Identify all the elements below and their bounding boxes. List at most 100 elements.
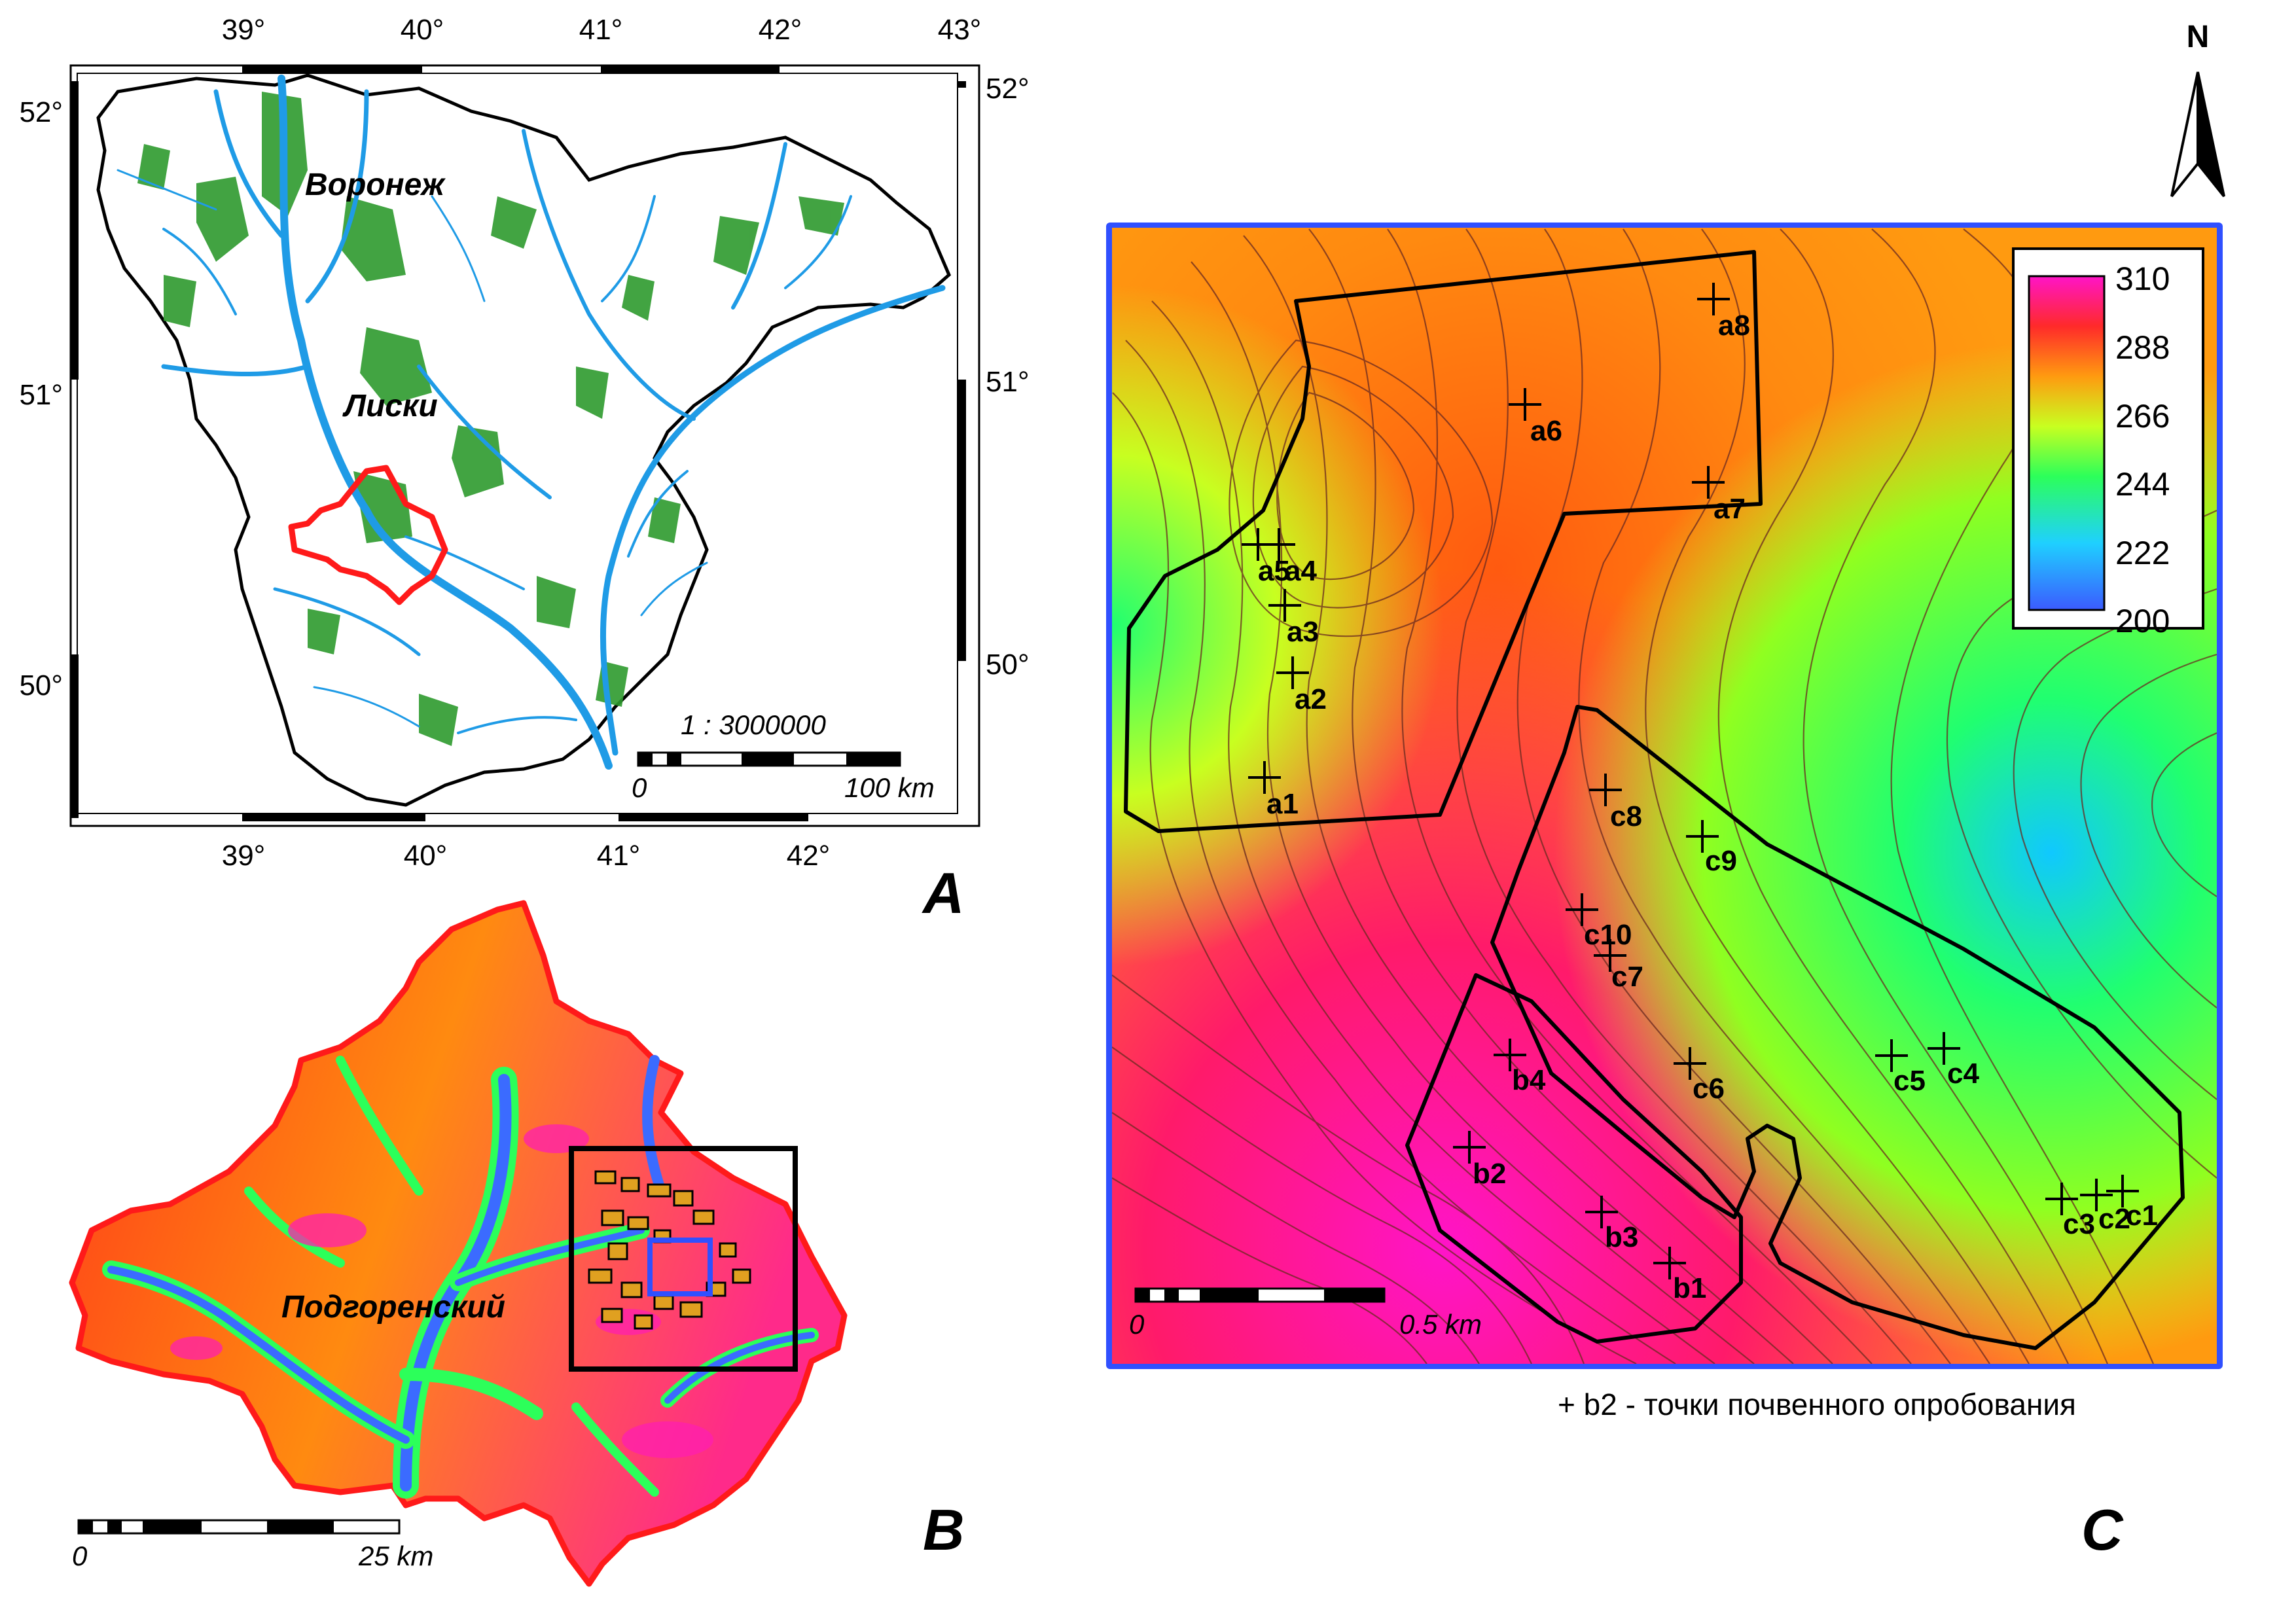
point-label-a6: a6 [1530,415,1562,447]
sample-point-b3 [1585,1196,1618,1228]
sample-point-c1 [2106,1175,2139,1207]
point-label-c6: c6 [1693,1073,1725,1105]
point-label-c2: c2 [2098,1203,2130,1235]
scale-b-start: 0 [72,1541,88,1571]
point-label-c4: c4 [1947,1058,1979,1090]
north-arrow-icon [2170,71,2225,198]
lat-tick-right-50: 50° [986,649,1030,681]
sample-point-a4 [1263,528,1295,561]
legend-value-244: 244 [2115,466,2170,503]
point-label-a5: a5 [1258,555,1290,587]
scale-c-start: 0 [1129,1309,1145,1340]
point-label-c3: c3 [2063,1208,2095,1240]
field-boundaries [1124,250,2185,1350]
point-label-a8: a8 [1718,310,1750,342]
sample-point-a8 [1697,283,1730,315]
voronezh-region-map [96,73,952,807]
point-label-b3: b3 [1605,1221,1638,1253]
legend-value-310: 310 [2115,260,2170,297]
detail-box-large [569,1146,798,1372]
lon-tick-bottom-40: 40° [404,840,448,872]
sample-point-a1 [1248,761,1281,794]
panel-label-b: B [923,1497,965,1562]
scale-bar-c [1134,1287,1386,1303]
panel-a: 39° 40° 41° 42° 43° 39° 40° 41° 42° 52° … [19,14,1029,925]
lon-tick-top-41: 41° [579,14,623,46]
lat-tick-right-52: 52° [986,73,1030,105]
lat-tick-left-52: 52° [19,96,63,128]
sample-point-c9 [1686,820,1719,853]
point-label-b1: b1 [1673,1272,1706,1304]
sample-point-c5 [1875,1039,1908,1072]
lon-tick-top-39: 39° [222,14,266,46]
sample-point-c10 [1566,893,1598,926]
study-area-outline [288,465,448,605]
lon-tick-bottom-41: 41° [597,840,641,872]
lon-tick-bottom-39: 39° [222,840,266,872]
panel-b: Подгоренский 0 25 km B [69,900,965,1587]
sample-point-a2 [1276,656,1309,689]
sample-point-c3 [2045,1183,2078,1215]
sample-point-c6 [1674,1047,1706,1080]
field-a-boundary [1124,250,1763,833]
north-label: N [2187,20,2210,54]
city-label-voronezh: Воронеж [305,168,446,202]
detail-box-small [647,1238,713,1296]
point-label-c9: c9 [1705,845,1737,877]
lat-tick-right-51: 51° [986,366,1030,398]
sample-point-b4 [1494,1039,1526,1071]
point-label-a1: a1 [1266,788,1299,820]
sample-point-c2 [2080,1179,2113,1211]
lon-tick-top-43: 43° [938,14,982,46]
sample-point-a3 [1268,589,1301,622]
frame-graduation-bars [71,65,966,821]
scale-a-start: 0 [632,772,647,803]
sample-points [1242,283,2139,1279]
lat-tick-left-51: 51° [19,379,63,411]
legend-value-288: 288 [2115,329,2170,366]
field-parcels [588,1170,751,1330]
sample-point-c7 [1594,939,1626,972]
sample-point-a7 [1692,466,1725,499]
elevation-legend: 310 288 266 244 222 200 [2012,247,2204,639]
scale-c-end: 0.5 km [1399,1309,1482,1340]
field-b-boundary [1405,973,1743,1344]
legend-value-200: 200 [2115,603,2170,639]
sample-point-b2 [1453,1131,1486,1164]
sample-point-b1 [1653,1247,1686,1279]
lat-tick-left-50: 50° [19,669,63,702]
scale-bar-a [637,751,901,767]
point-label-a3: a3 [1287,616,1319,648]
lon-tick-top-42: 42° [759,14,802,46]
district-label: Подгоренский [281,1290,505,1325]
scale-bar-b [77,1519,401,1535]
sample-point-a6 [1509,388,1541,421]
city-label-liski: Лиски [342,389,438,423]
legend-color-ramp [2028,275,2106,611]
panel-c: N [1106,20,2225,1562]
point-label-c5: c5 [1893,1065,1926,1097]
panel-label-a: A [922,861,965,925]
lon-tick-bottom-42: 42° [787,840,831,872]
legend-value-266: 266 [2115,398,2170,435]
panel-label-c: C [2081,1497,2124,1562]
river-network [117,75,946,770]
field-c-boundary [1490,705,2185,1350]
scale-b-end: 25 km [358,1541,433,1571]
point-label-b2: b2 [1473,1158,1506,1190]
sample-point-c4 [1928,1032,1960,1065]
point-label-b4: b4 [1512,1064,1546,1096]
point-label-c7: c7 [1611,961,1643,993]
legend-caption: + b2 - точки почвенного опробования [1558,1387,2076,1421]
scale-ratio: 1 : 3000000 [681,709,827,740]
lon-tick-top-40: 40° [401,14,444,46]
point-label-c8: c8 [1610,800,1642,832]
point-label-c1: c1 [2126,1200,2158,1232]
point-label-a7: a7 [1713,493,1746,525]
point-label-a4: a4 [1285,555,1317,587]
point-label-a2: a2 [1295,683,1327,715]
scale-a-end: 100 km [844,772,935,803]
sample-point-labels: a8 a6 a7 a5 a4 a3 a2 a1 c8 c9 c10 c7 b4 … [1258,310,2158,1304]
sample-point-c8 [1589,774,1622,806]
